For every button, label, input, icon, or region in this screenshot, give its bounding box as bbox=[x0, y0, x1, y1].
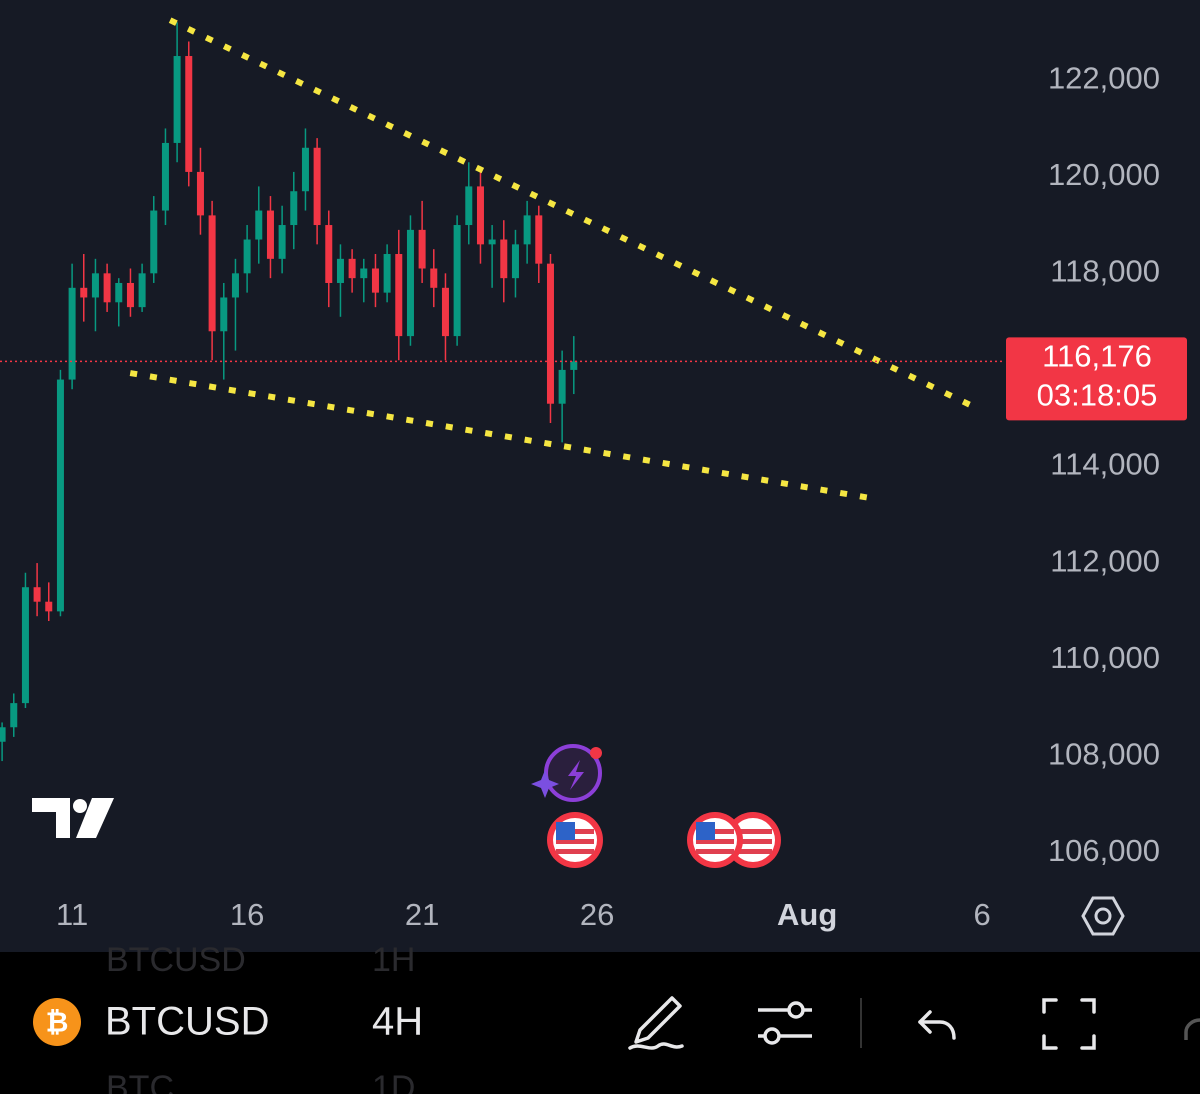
candle-body bbox=[10, 703, 18, 728]
countdown: 03:18:05 bbox=[1037, 378, 1158, 413]
y-tick-label: 110,000 bbox=[1050, 640, 1160, 675]
candle-body bbox=[21, 587, 29, 704]
y-tick-label: 114,000 bbox=[1050, 447, 1160, 482]
x-tick-label: 11 bbox=[56, 897, 88, 932]
more-button[interactable] bbox=[1184, 1018, 1200, 1040]
candle-body bbox=[0, 727, 6, 742]
candle-body bbox=[56, 379, 64, 612]
x-tick-label: 21 bbox=[405, 897, 439, 932]
candle-body bbox=[325, 225, 333, 283]
candle-body bbox=[150, 210, 158, 274]
last-price-label: 116,176 bbox=[1042, 339, 1152, 374]
candle-body bbox=[45, 601, 53, 612]
candle-body bbox=[91, 273, 99, 298]
candle-body bbox=[115, 282, 123, 303]
candle-body bbox=[103, 273, 111, 303]
ghost-text: 1H bbox=[372, 941, 415, 979]
candle-body bbox=[80, 287, 88, 298]
candle-body bbox=[465, 186, 473, 226]
event-icon[interactable] bbox=[531, 744, 602, 802]
ghost-text: BTCUSD bbox=[106, 941, 246, 979]
undo-button[interactable] bbox=[918, 1010, 956, 1040]
candle-body bbox=[301, 147, 309, 192]
candle-body bbox=[488, 239, 496, 245]
candle-body bbox=[570, 361, 578, 370]
candle-body bbox=[406, 229, 414, 337]
x-tick-label: 16 bbox=[230, 897, 264, 932]
logo bbox=[32, 798, 114, 838]
candle-body bbox=[278, 225, 286, 259]
y-tick-label: 106,000 bbox=[1048, 833, 1160, 868]
bitcoin-icon: ₿ bbox=[33, 998, 81, 1046]
candle-body bbox=[336, 258, 344, 283]
x-tick-label: Aug bbox=[777, 897, 837, 932]
y-tick-label: 122,000 bbox=[1048, 60, 1160, 95]
candle-body bbox=[173, 56, 181, 143]
x-tick-label: 6 bbox=[974, 897, 991, 932]
candle-body bbox=[138, 273, 146, 308]
candle-body bbox=[161, 142, 169, 211]
plot: 106,000 108,000 110,000 112,000 114,000 118,0… bbox=[0, 17, 1187, 932]
candle-body bbox=[208, 215, 216, 332]
svg-text:₿: ₿ bbox=[46, 1006, 69, 1037]
y-tick-label: 108,000 bbox=[1048, 736, 1160, 771]
candle-body bbox=[395, 254, 403, 337]
candle-body bbox=[558, 369, 566, 404]
candle-body bbox=[441, 287, 449, 337]
candle-body bbox=[546, 263, 554, 404]
candle-body bbox=[126, 282, 134, 308]
candle-body bbox=[430, 268, 438, 288]
candle-body bbox=[243, 239, 251, 274]
candle-body bbox=[290, 191, 298, 226]
trend-line bbox=[129, 370, 871, 501]
indicators-button[interactable] bbox=[758, 1001, 812, 1045]
candle-body bbox=[231, 273, 239, 298]
interval[interactable]: 4H bbox=[372, 1000, 423, 1044]
candle-body bbox=[220, 297, 228, 332]
y-tick-label: 118,000 bbox=[1050, 254, 1160, 289]
candle-body bbox=[383, 254, 391, 293]
x-tick-label: 26 bbox=[580, 897, 614, 932]
ghost-text: BTC bbox=[106, 1069, 174, 1094]
settings-button[interactable] bbox=[1081, 896, 1125, 936]
candle-body bbox=[523, 215, 531, 245]
candle-body bbox=[511, 244, 519, 279]
candle-body bbox=[360, 268, 368, 279]
last-price-box bbox=[1006, 337, 1187, 421]
draw-button[interactable] bbox=[628, 996, 684, 1050]
event-icon[interactable] bbox=[687, 812, 781, 868]
candle-body bbox=[68, 287, 76, 380]
candle-body bbox=[476, 186, 484, 245]
ghost-text: 1D bbox=[372, 1069, 415, 1094]
event-icon[interactable] bbox=[547, 812, 603, 868]
candle-body bbox=[33, 587, 41, 602]
candle-body bbox=[348, 258, 356, 279]
candle-body bbox=[371, 268, 379, 293]
candle-body bbox=[453, 225, 461, 337]
candle-body bbox=[196, 171, 204, 216]
candle-body bbox=[418, 229, 426, 269]
candle-body bbox=[266, 210, 274, 259]
candle-body bbox=[500, 239, 508, 279]
fullscreen-button[interactable] bbox=[1042, 998, 1096, 1050]
symbol[interactable]: BTCUSD bbox=[105, 1000, 269, 1044]
candle-body bbox=[313, 147, 321, 226]
toolbar-background bbox=[0, 952, 1200, 1094]
trend-line bbox=[168, 17, 972, 408]
y-tick-label: 112,000 bbox=[1050, 543, 1160, 578]
candle-body bbox=[185, 56, 193, 172]
candle-body bbox=[255, 210, 263, 240]
candle-body bbox=[535, 215, 543, 264]
y-tick-label: 120,000 bbox=[1048, 157, 1160, 192]
